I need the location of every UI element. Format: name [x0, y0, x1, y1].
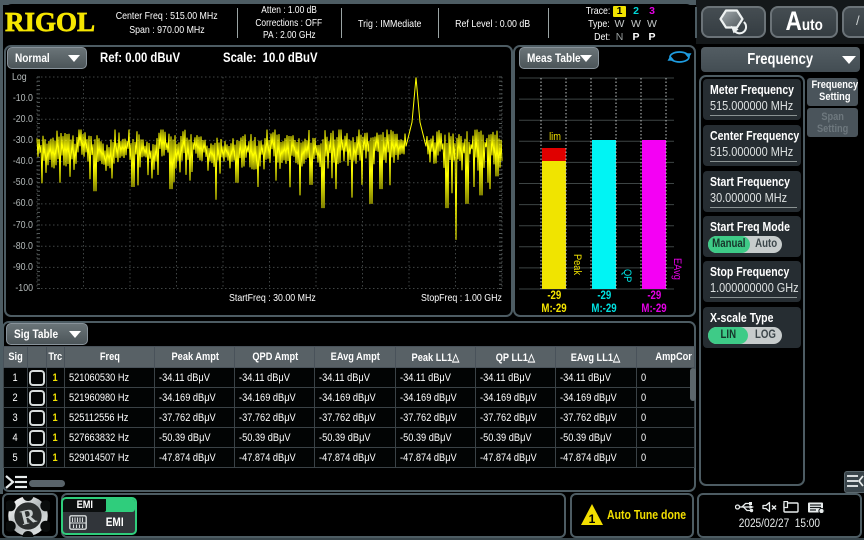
svg-text:1: 1	[589, 512, 596, 526]
svg-text:R: R	[18, 503, 39, 530]
